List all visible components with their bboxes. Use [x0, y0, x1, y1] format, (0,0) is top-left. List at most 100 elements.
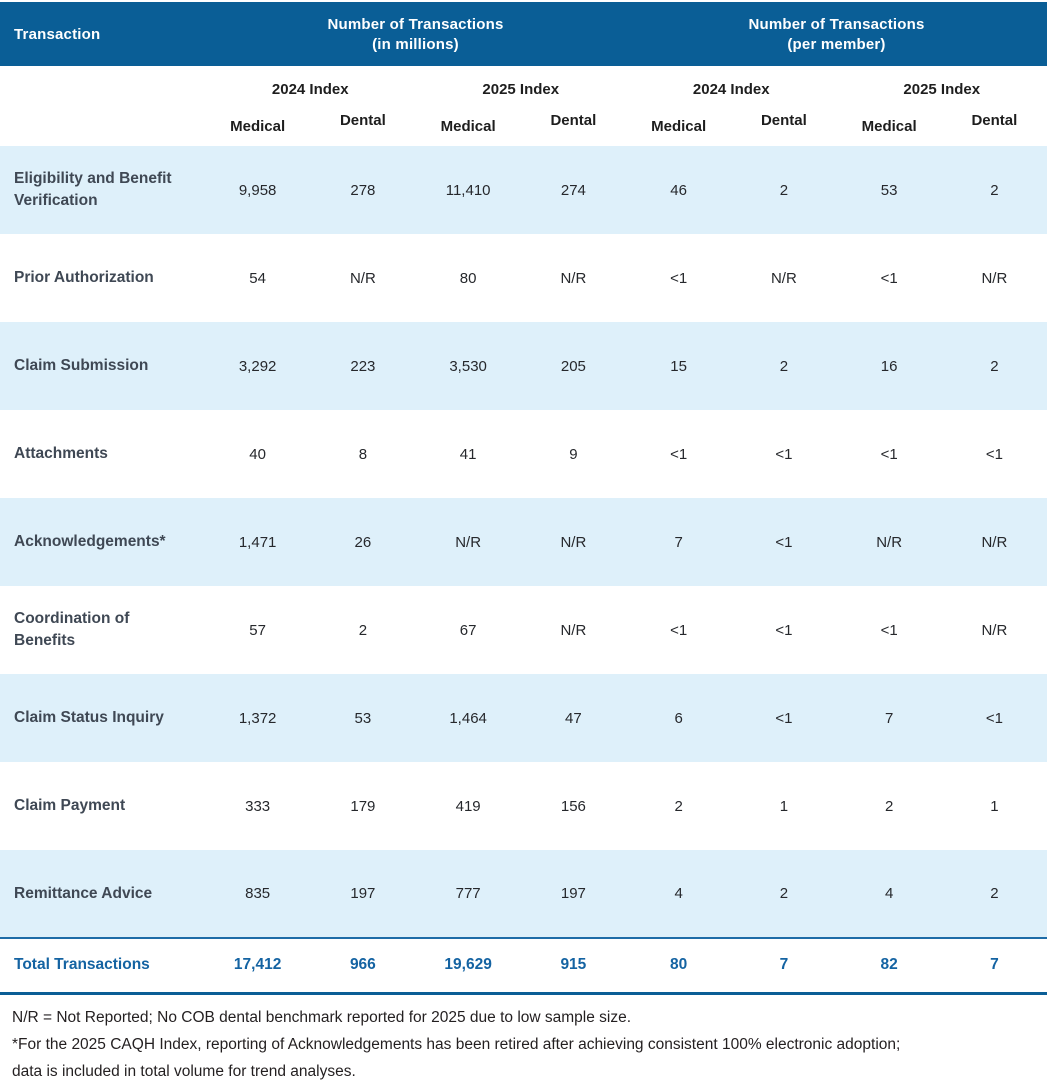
- transactions-table: Transaction Number of Transactions (in m…: [0, 2, 1047, 995]
- value-cell: 9: [569, 445, 578, 463]
- value-cell: <1: [775, 533, 793, 551]
- value-cell: 278: [350, 181, 376, 199]
- value-cell: 2: [990, 181, 999, 199]
- value-cell: 2: [779, 885, 789, 902]
- subheader-dental: Dental: [760, 112, 807, 129]
- spacer-cell: [0, 106, 205, 146]
- value-cell: <1: [880, 269, 898, 287]
- value-cell: 1: [779, 797, 789, 815]
- value-cell: 40: [249, 445, 266, 463]
- group-header-per-member: Number of Transactions (per member): [626, 2, 1047, 66]
- spacer-cell: [0, 66, 205, 106]
- value-cell: 333: [245, 797, 271, 815]
- subheader-medical: Medical: [230, 118, 286, 135]
- value-cell: 46: [670, 181, 687, 199]
- value-cell: 11,410: [445, 181, 491, 199]
- table-row: Eligibility and Benefit Verification 9,9…: [0, 146, 1047, 234]
- value-cell: 197: [350, 885, 376, 902]
- value-cell: <1: [775, 709, 793, 727]
- value-cell: 57: [249, 621, 266, 639]
- value-cell: 3,292: [238, 357, 277, 375]
- row-label: Coordination of Benefits: [14, 610, 130, 649]
- value-cell: <1: [670, 621, 688, 639]
- subheader-dental: Dental: [339, 112, 386, 129]
- medical-dental-header-row: Medical Dental Medical Dental Medical De…: [0, 106, 1047, 146]
- index-header-2024-millions: 2024 Index: [271, 81, 349, 98]
- total-value-cell: 17,412: [233, 956, 282, 974]
- total-value-cell: 82: [880, 956, 898, 974]
- row-label: Attachments: [14, 445, 108, 462]
- value-cell: N/R: [560, 533, 587, 551]
- value-cell: 6: [674, 709, 683, 727]
- total-value-cell: 7: [779, 956, 789, 974]
- total-label: Total Transactions: [14, 956, 150, 974]
- subheader-medical: Medical: [861, 118, 917, 135]
- value-cell: N/R: [560, 621, 587, 639]
- value-cell: 7: [674, 533, 683, 551]
- value-cell: <1: [775, 621, 793, 639]
- total-value-cell: 915: [560, 956, 587, 974]
- value-cell: N/R: [981, 621, 1008, 639]
- group-header-line: Number of Transactions: [748, 15, 925, 33]
- row-label: Remittance Advice: [14, 884, 153, 902]
- value-cell: 2: [990, 885, 999, 902]
- table-row: Claim Submission 3,292 223 3,530 205 15 …: [0, 322, 1047, 410]
- value-cell: 1,471: [238, 533, 277, 551]
- group-header-line: (in millions): [372, 35, 459, 53]
- value-cell: 1,464: [449, 709, 487, 727]
- value-cell: 179: [350, 797, 376, 815]
- total-value-cell: 19,629: [444, 956, 492, 974]
- value-cell: 8: [358, 445, 368, 463]
- value-cell: 53: [880, 181, 898, 199]
- footnote-acknowledgements: *For the 2025 CAQH Index, reporting of A…: [12, 1035, 901, 1053]
- value-cell: 41: [459, 445, 477, 463]
- table-row: Acknowledgements* 1,471 26 N/R N/R 7 <1 …: [0, 498, 1047, 586]
- table-row: Claim Payment 333 179 419 156 2 1 2 1: [0, 762, 1047, 850]
- value-cell: <1: [670, 269, 688, 287]
- value-cell: N/R: [876, 533, 903, 551]
- index-header-2025-millions: 2025 Index: [482, 81, 560, 98]
- row-label: Acknowledgements*: [14, 533, 166, 550]
- value-cell: 9,958: [238, 181, 277, 199]
- footnote-acknowledgements-continued: data is included in total volume for tre…: [12, 1062, 356, 1080]
- total-value-cell: 80: [670, 956, 688, 974]
- value-cell: 47: [565, 709, 582, 727]
- value-cell: 2: [674, 797, 683, 815]
- value-cell: N/R: [349, 269, 376, 287]
- value-cell: 2: [779, 357, 789, 375]
- value-cell: 3,530: [449, 357, 487, 375]
- subheader-dental: Dental: [550, 112, 597, 129]
- value-cell: 53: [354, 709, 372, 727]
- table-row: Prior Authorization 54 N/R 80 N/R <1 N/R…: [0, 234, 1047, 322]
- header-bar: Transaction Number of Transactions (in m…: [0, 2, 1047, 66]
- value-cell: 274: [560, 181, 586, 199]
- group-header-line: Number of Transactions: [327, 15, 504, 33]
- value-cell: 1,372: [238, 709, 277, 727]
- value-cell: 1: [990, 797, 999, 815]
- value-cell: 835: [245, 885, 271, 902]
- value-cell: 2: [779, 181, 789, 199]
- value-cell: 15: [670, 357, 687, 375]
- value-cell: 54: [249, 269, 266, 287]
- footnote-nr-definition: N/R = Not Reported; No COB dental benchm…: [12, 1008, 632, 1026]
- value-cell: N/R: [455, 533, 482, 551]
- value-cell: 419: [455, 797, 481, 815]
- value-cell: 4: [674, 885, 683, 902]
- value-cell: 67: [459, 621, 477, 639]
- table-footer: Total Transactions 17,412 966 19,629 915…: [0, 938, 1047, 993]
- value-cell: N/R: [981, 533, 1008, 551]
- row-label: Eligibility and Benefit Verification: [14, 170, 172, 209]
- table-body: Eligibility and Benefit Verification 9,9…: [0, 146, 1047, 938]
- value-cell: 777: [455, 885, 481, 902]
- value-cell: 197: [560, 885, 586, 902]
- value-cell: 2: [358, 621, 368, 639]
- subheader-medical: Medical: [651, 118, 707, 135]
- value-cell: 223: [350, 357, 376, 375]
- total-value-cell: 966: [349, 956, 376, 974]
- table-row: Remittance Advice 835 197 777 197 4 2 4 …: [0, 850, 1047, 938]
- table-row: Attachments 40 8 41 9 <1 <1 <1 <1: [0, 410, 1047, 498]
- value-cell: <1: [985, 709, 1003, 727]
- value-cell: 80: [459, 269, 477, 287]
- row-label: Claim Payment: [14, 797, 126, 814]
